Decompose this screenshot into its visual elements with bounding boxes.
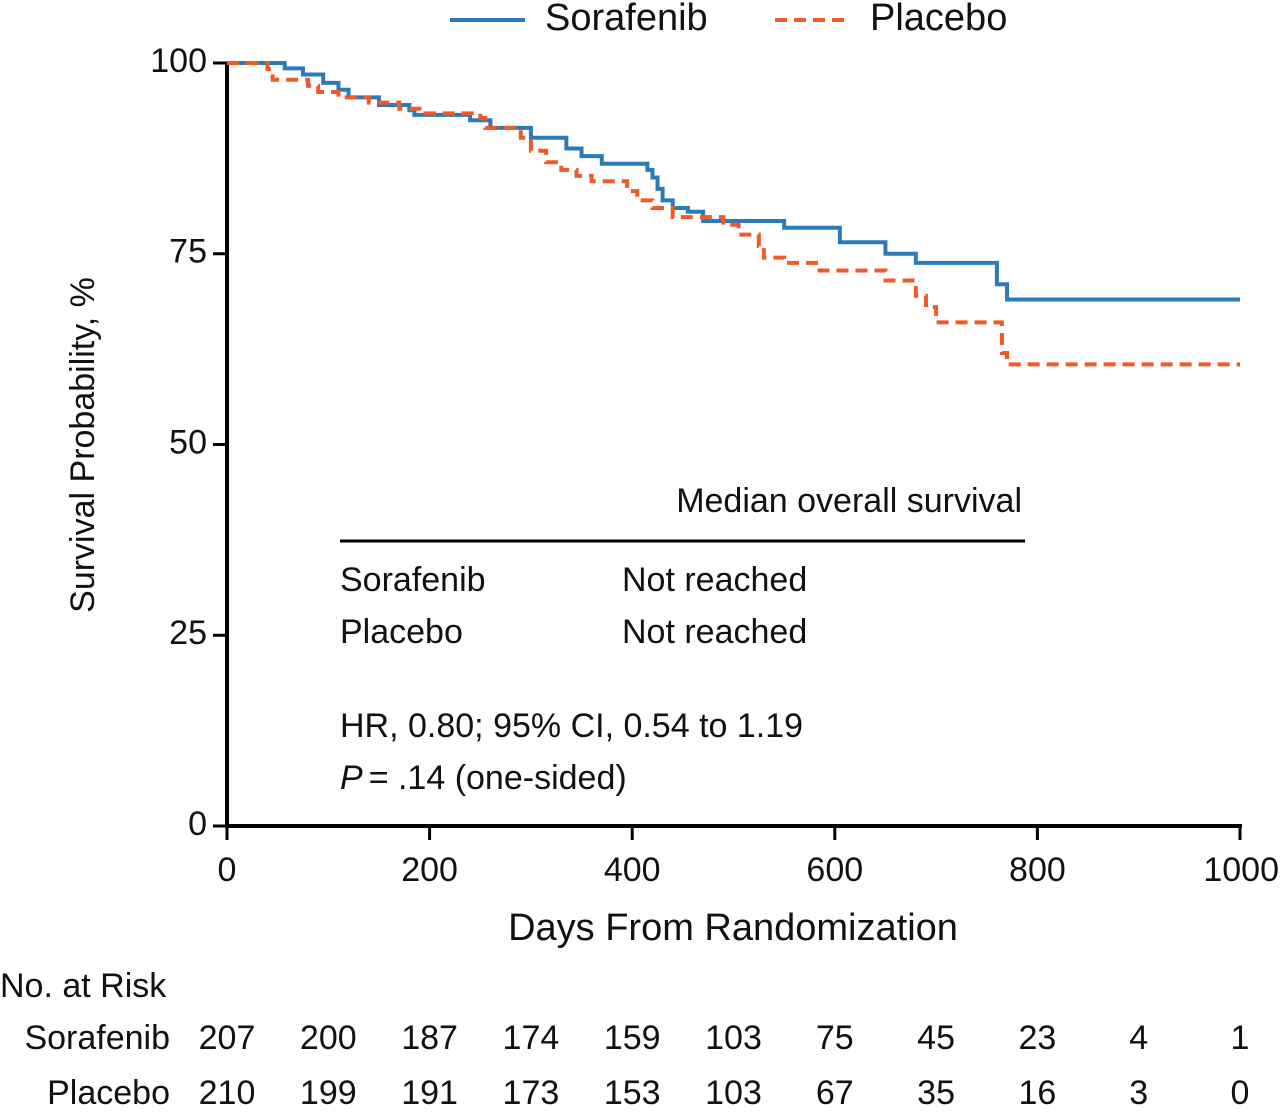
risk-count: 187 xyxy=(401,1019,458,1057)
x-tick-label: 400 xyxy=(604,851,661,889)
risk-count: 191 xyxy=(401,1074,458,1112)
inset-cell: Not reached xyxy=(622,613,807,651)
legend-label: Sorafenib xyxy=(545,0,708,39)
risk-count: 0 xyxy=(1231,1074,1250,1112)
p-symbol: P xyxy=(340,759,363,797)
y-tick-label: 0 xyxy=(188,805,207,843)
y-tick-label: 75 xyxy=(169,233,207,271)
inset-hr: HR, 0.80; 95% CI, 0.54 to 1.19 xyxy=(340,707,803,745)
x-axis-label: Days From Randomization xyxy=(508,907,958,949)
risk-count: 173 xyxy=(503,1074,560,1112)
risk-title: No. at Risk xyxy=(0,967,167,1005)
risk-count: 35 xyxy=(917,1074,955,1112)
risk-count: 75 xyxy=(816,1019,854,1057)
inset-cell: Sorafenib xyxy=(340,561,486,599)
risk-count: 153 xyxy=(604,1074,661,1112)
risk-count: 23 xyxy=(1018,1019,1056,1057)
risk-count: 1 xyxy=(1231,1019,1250,1057)
y-tick-label: 50 xyxy=(169,423,207,461)
risk-count: 103 xyxy=(705,1019,762,1057)
risk-count: 16 xyxy=(1018,1074,1056,1112)
y-axis-label: Survival Probability, % xyxy=(64,277,102,613)
survival-curve xyxy=(227,61,1240,302)
x-tick-label: 1000 xyxy=(1203,851,1279,889)
x-tick-label: 0 xyxy=(218,851,237,889)
risk-count: 174 xyxy=(503,1019,560,1057)
risk-row-name: Placebo xyxy=(47,1074,170,1112)
risk-count: 103 xyxy=(705,1074,762,1112)
risk-count: 45 xyxy=(917,1019,955,1057)
x-tick-label: 800 xyxy=(1009,851,1066,889)
x-tick-label: 600 xyxy=(806,851,863,889)
survival-curve xyxy=(227,61,1240,367)
risk-count: 207 xyxy=(199,1019,256,1057)
risk-count: 3 xyxy=(1129,1074,1148,1112)
inset-cell: Not reached xyxy=(622,561,807,599)
x-tick-label: 200 xyxy=(401,851,458,889)
p-text: = .14 (one-sided) xyxy=(369,759,627,797)
risk-row-name: Sorafenib xyxy=(24,1019,170,1057)
inset-p: P = .14 (one-sided) xyxy=(340,759,627,797)
risk-count: 200 xyxy=(300,1019,357,1057)
risk-count: 67 xyxy=(816,1074,854,1112)
inset-header: Median overall survival xyxy=(676,482,1022,520)
y-tick-label: 25 xyxy=(169,614,207,652)
risk-count: 210 xyxy=(199,1074,256,1112)
y-tick-label: 100 xyxy=(150,42,207,80)
risk-count: 199 xyxy=(300,1074,357,1112)
risk-count: 159 xyxy=(604,1019,661,1057)
legend-label: Placebo xyxy=(870,0,1007,39)
inset-cell: Placebo xyxy=(340,613,463,651)
risk-count: 4 xyxy=(1129,1019,1148,1057)
